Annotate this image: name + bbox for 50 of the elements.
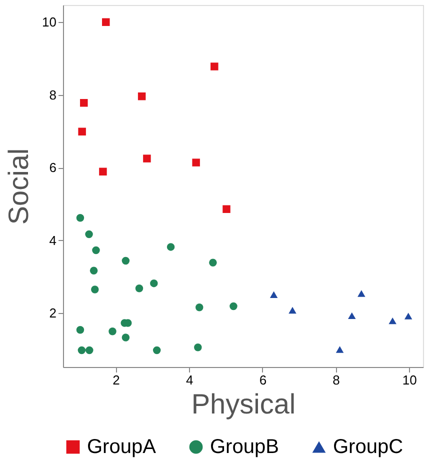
point: [230, 302, 238, 310]
point: [102, 18, 110, 26]
point: [122, 334, 130, 342]
point: [138, 92, 146, 100]
point: [143, 154, 151, 162]
point: [85, 230, 93, 238]
point: [222, 205, 230, 213]
x-tick-label: 8: [332, 372, 340, 388]
y-tick-label: 4: [49, 232, 56, 248]
point: [80, 98, 88, 107]
x-tick-label: 2: [112, 372, 120, 388]
legend-label: GroupC: [333, 436, 404, 458]
point: [91, 286, 99, 294]
point: [270, 291, 278, 298]
point: [210, 62, 218, 70]
point: [166, 243, 175, 251]
x-tick-label: 6: [259, 372, 267, 388]
x-axis-title: Physical: [191, 388, 296, 420]
x-tick-label: 4: [186, 372, 194, 388]
legend-label: GroupA: [87, 436, 157, 458]
point: [86, 346, 94, 354]
point: [122, 256, 130, 265]
y-tick-label: 6: [49, 160, 56, 176]
point: [192, 158, 200, 166]
point: [135, 284, 144, 292]
point: [76, 326, 84, 334]
point: [78, 346, 86, 354]
point: [194, 343, 202, 352]
legend-label: GroupB: [210, 436, 279, 458]
y-axis-title: Social: [3, 148, 34, 225]
y-tick-label: 8: [49, 87, 56, 102]
point: [388, 317, 396, 324]
y-tick-label: 10: [42, 14, 56, 30]
point: [76, 214, 84, 222]
point: [348, 312, 356, 320]
point: [358, 290, 366, 297]
point: [209, 258, 217, 266]
point: [404, 312, 412, 320]
point: [152, 346, 161, 354]
point: [78, 128, 86, 136]
point: [336, 346, 344, 353]
point: [90, 266, 98, 274]
point: [92, 246, 100, 254]
point: [108, 327, 116, 336]
x-tick-label: 10: [402, 372, 417, 388]
point: [196, 303, 204, 312]
y-tick-label: 2: [49, 306, 56, 321]
point: [150, 279, 158, 288]
point: [99, 168, 107, 176]
point: [288, 306, 296, 314]
